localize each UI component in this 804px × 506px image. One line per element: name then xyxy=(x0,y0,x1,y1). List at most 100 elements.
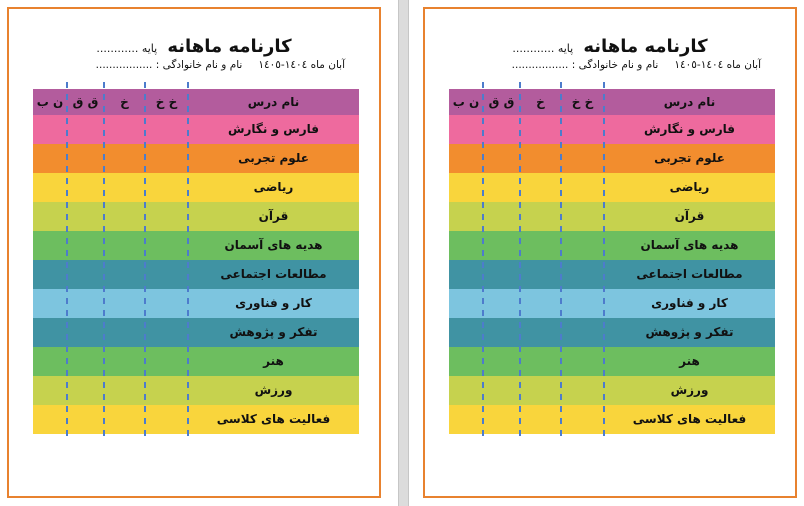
subject-row: ریاضی xyxy=(33,173,359,202)
grade-cell xyxy=(483,376,520,405)
subject-row: علوم تجربی xyxy=(449,144,775,173)
table-header-row: نام درس خ خ خ ق ق ن ب xyxy=(449,89,775,115)
grade-cell xyxy=(520,115,561,144)
grade-cell xyxy=(33,115,67,144)
grade-cell xyxy=(67,231,104,260)
subject-row: کار و فناوری xyxy=(33,289,359,318)
title-main-text: کارنامه ماهانه xyxy=(167,36,292,57)
subject-name-cell: هنر xyxy=(679,354,700,368)
subject-name-cell: مطالعات اجتماعی xyxy=(220,267,327,281)
subject-name-cell: فارس و نگارش xyxy=(643,122,736,136)
column-divider-dashed-line xyxy=(519,82,521,442)
subject-row: تفکر و پژوهش xyxy=(449,318,775,347)
subject-row: فعالیت های کلاسی xyxy=(449,405,775,434)
grade-cell xyxy=(561,173,604,202)
grade-cell xyxy=(561,202,604,231)
grade-cell xyxy=(449,115,483,144)
subject-row: فارس و نگارش xyxy=(449,115,775,144)
grade-cell xyxy=(145,173,188,202)
grade-cell xyxy=(33,347,67,376)
grade-cell xyxy=(67,260,104,289)
report-card-page-1[interactable]: کارنامه ماهانه پایه ............ آبان ما… xyxy=(7,7,381,498)
page-title: کارنامه ماهانه پایه ............ xyxy=(9,22,379,60)
column-header-grade-3: ق ق xyxy=(72,95,99,109)
subject-row: ورزش xyxy=(449,376,775,405)
grade-cell xyxy=(145,115,188,144)
grade-cell xyxy=(67,115,104,144)
subject-row: مطالعات اجتماعی xyxy=(449,260,775,289)
grade-cell xyxy=(483,202,520,231)
student-name-label: نام و نام خانوادگی : ................. xyxy=(511,59,659,71)
subject-name-cell: هدیه های آسمان xyxy=(224,238,323,252)
subject-rows: فارس و نگارش علوم تجربی ریاضی قرآن هدیه های … xyxy=(449,115,775,434)
subject-row: هدیه های آسمان xyxy=(449,231,775,260)
grade-cell xyxy=(561,231,604,260)
title-grade-suffix: پایه ............ xyxy=(512,42,574,55)
grade-cell xyxy=(520,231,561,260)
grade-cell xyxy=(483,144,520,173)
grade-cell xyxy=(33,260,67,289)
grade-cell xyxy=(561,260,604,289)
grade-cell xyxy=(449,405,483,434)
column-divider-dashed-line xyxy=(103,82,105,442)
grade-cell xyxy=(483,289,520,318)
subject-row: کار و فناوری xyxy=(449,289,775,318)
grades-table: نام درس خ خ خ ق ق ن ب فارس و نگارش علوم ت… xyxy=(33,82,359,442)
grade-cell xyxy=(449,376,483,405)
subject-name-cell: ورزش xyxy=(670,383,709,397)
grade-cell xyxy=(483,405,520,434)
subject-name-cell: فارس و نگارش xyxy=(227,122,320,136)
grades-table: نام درس خ خ خ ق ق ن ب فارس و نگارش علوم ت… xyxy=(449,82,775,442)
grade-cell xyxy=(520,376,561,405)
grade-cell xyxy=(449,173,483,202)
subject-name-cell: مطالعات اجتماعی xyxy=(636,267,743,281)
grade-cell xyxy=(449,289,483,318)
subject-row: مطالعات اجتماعی xyxy=(33,260,359,289)
grade-cell xyxy=(483,347,520,376)
grade-cell xyxy=(104,144,145,173)
grade-cell xyxy=(67,405,104,434)
column-header-subject: نام درس xyxy=(247,95,300,109)
grade-cell xyxy=(520,173,561,202)
grade-cell xyxy=(104,231,145,260)
grade-cell xyxy=(520,202,561,231)
grade-cell xyxy=(33,144,67,173)
grade-cell xyxy=(145,376,188,405)
title-main-text: کارنامه ماهانه xyxy=(583,36,708,57)
subject-row: ورزش xyxy=(33,376,359,405)
subject-row: تفکر و پژوهش xyxy=(33,318,359,347)
column-divider-dashed-line xyxy=(66,82,68,442)
column-header-grade-2: خ xyxy=(536,95,545,109)
grade-cell xyxy=(483,173,520,202)
column-header-grade-3: ق ق xyxy=(488,95,515,109)
grade-cell xyxy=(145,144,188,173)
grade-cell xyxy=(449,202,483,231)
grade-cell xyxy=(67,376,104,405)
grade-cell xyxy=(520,347,561,376)
grade-cell xyxy=(145,405,188,434)
grade-cell xyxy=(483,231,520,260)
month-year-label: آبان ماه ١٤٠٤-١٤٠٥ xyxy=(258,59,345,71)
grade-cell xyxy=(449,260,483,289)
grade-cell xyxy=(104,405,145,434)
grade-cell xyxy=(67,347,104,376)
grade-cell xyxy=(33,289,67,318)
subject-name-cell: ریاضی xyxy=(253,180,294,194)
subject-name-cell: علوم تجربی xyxy=(238,151,309,165)
subject-row: هدیه های آسمان xyxy=(33,231,359,260)
grade-cell xyxy=(520,405,561,434)
grade-cell xyxy=(67,173,104,202)
grade-cell xyxy=(145,231,188,260)
subject-row: قرآن xyxy=(33,202,359,231)
grade-cell xyxy=(33,405,67,434)
grade-cell xyxy=(33,173,67,202)
grade-cell xyxy=(561,405,604,434)
subject-row: هنر xyxy=(449,347,775,376)
report-card-page-2[interactable]: کارنامه ماهانه پایه ............ آبان ما… xyxy=(423,7,797,498)
subject-name-cell: قرآن xyxy=(258,209,289,223)
grade-cell xyxy=(33,318,67,347)
subject-name-cell: هدیه های آسمان xyxy=(640,238,739,252)
grade-cell xyxy=(104,289,145,318)
grade-cell xyxy=(33,376,67,405)
